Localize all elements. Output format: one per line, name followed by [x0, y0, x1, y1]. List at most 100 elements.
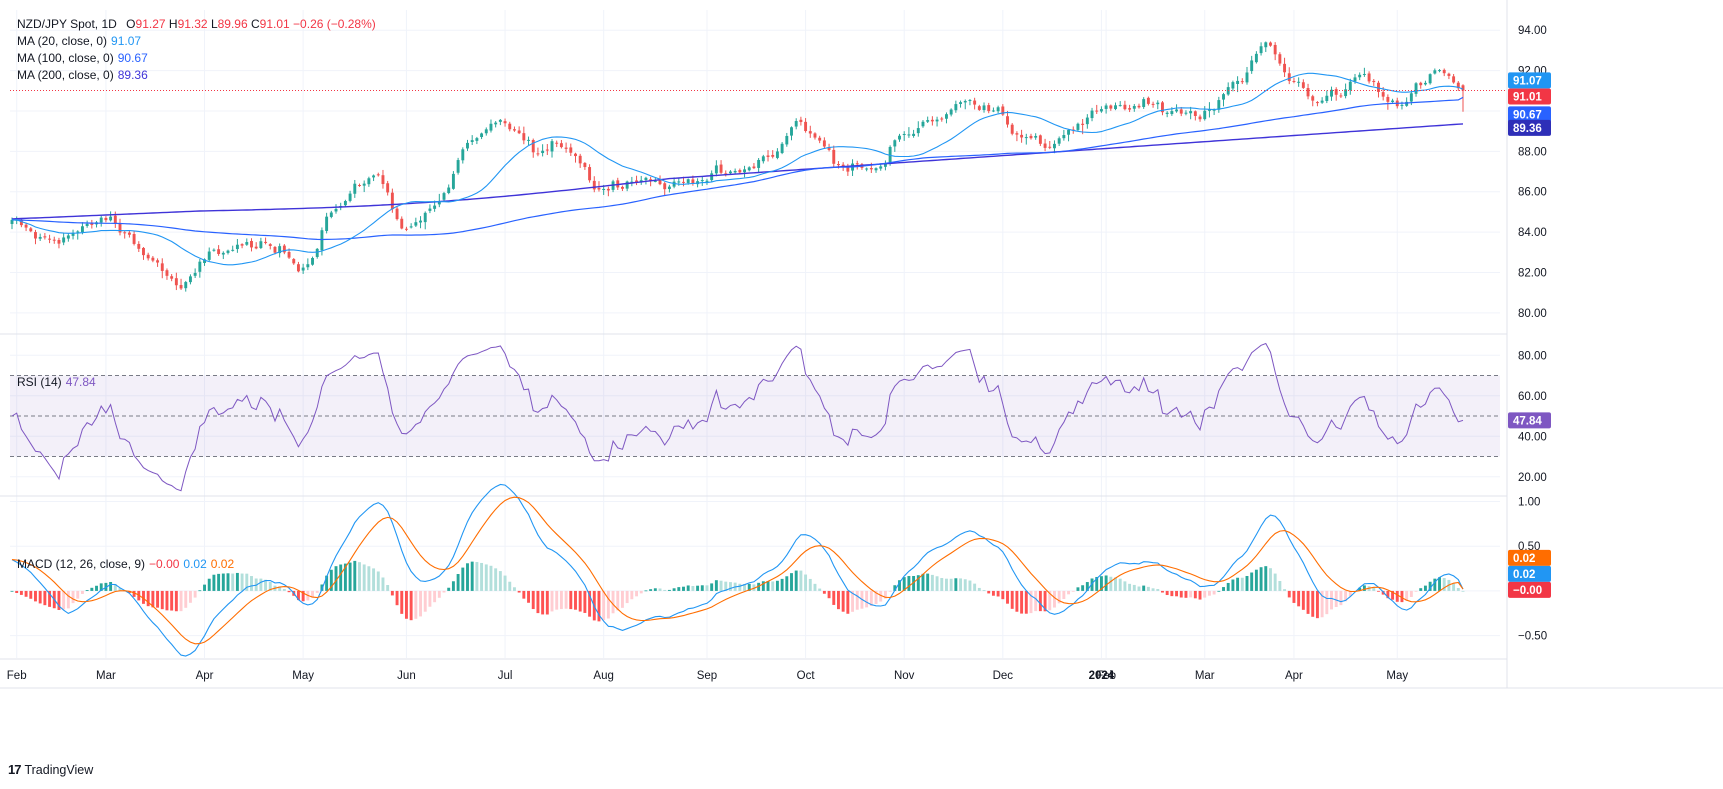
- candle-body[interactable]: [395, 208, 399, 220]
- candle-body[interactable]: [212, 249, 216, 251]
- candle-body[interactable]: [790, 127, 793, 136]
- candle-body[interactable]: [1269, 42, 1272, 46]
- candle-body[interactable]: [1010, 124, 1014, 134]
- candle-body[interactable]: [1179, 109, 1183, 114]
- candle-body[interactable]: [639, 180, 643, 182]
- candle-body[interactable]: [296, 264, 300, 272]
- candle-body[interactable]: [160, 263, 164, 271]
- candle-body[interactable]: [705, 180, 709, 182]
- candle-body[interactable]: [686, 179, 690, 183]
- candle-body[interactable]: [414, 222, 418, 226]
- candle-body[interactable]: [10, 219, 14, 224]
- candle-body[interactable]: [390, 192, 394, 210]
- candle-body[interactable]: [592, 180, 596, 190]
- macd-signal-line[interactable]: [11, 496, 1464, 645]
- candle-body[interactable]: [691, 179, 695, 184]
- candle-body[interactable]: [1081, 123, 1085, 125]
- candle-body[interactable]: [1062, 135, 1066, 139]
- candle-body[interactable]: [1400, 104, 1404, 106]
- candle-body[interactable]: [1217, 100, 1221, 110]
- candle-body[interactable]: [48, 238, 52, 240]
- candle-body[interactable]: [1189, 111, 1193, 114]
- candle-body[interactable]: [1419, 82, 1423, 86]
- candle-body[interactable]: [569, 147, 573, 153]
- candle-body[interactable]: [142, 247, 145, 256]
- candle-body[interactable]: [198, 261, 202, 272]
- candle-body[interactable]: [1344, 89, 1348, 97]
- candle-body[interactable]: [1428, 74, 1432, 84]
- candle-body[interactable]: [1240, 81, 1244, 83]
- candle-body[interactable]: [785, 135, 789, 145]
- candle-body[interactable]: [151, 257, 155, 261]
- candle-body[interactable]: [879, 166, 883, 169]
- candle-body[interactable]: [1057, 138, 1061, 144]
- candle-body[interactable]: [484, 129, 488, 134]
- candle-body[interactable]: [207, 251, 211, 260]
- candle-body[interactable]: [620, 186, 624, 189]
- candle-body[interactable]: [451, 173, 455, 189]
- candle-body[interactable]: [1334, 89, 1338, 95]
- candle-body[interactable]: [1405, 101, 1409, 106]
- candle-body[interactable]: [977, 106, 981, 110]
- candle-body[interactable]: [1433, 70, 1437, 74]
- candle-body[interactable]: [846, 166, 850, 172]
- candle-body[interactable]: [916, 128, 920, 134]
- candle-body[interactable]: [1315, 102, 1319, 104]
- candle-body[interactable]: [508, 123, 512, 130]
- candle-body[interactable]: [109, 216, 113, 221]
- candle-body[interactable]: [29, 228, 33, 232]
- candle-body[interactable]: [945, 114, 948, 119]
- candle-body[interactable]: [667, 186, 671, 190]
- candle-body[interactable]: [583, 162, 587, 168]
- candle-body[interactable]: [780, 143, 784, 154]
- candle-body[interactable]: [184, 282, 188, 289]
- candle-body[interactable]: [517, 130, 521, 134]
- candle-body[interactable]: [259, 241, 263, 248]
- candle-body[interactable]: [1175, 109, 1179, 112]
- candle-body[interactable]: [461, 149, 465, 161]
- candle-body[interactable]: [1301, 82, 1305, 88]
- candle-body[interactable]: [602, 188, 606, 191]
- candle-body[interactable]: [630, 181, 634, 183]
- candle-body[interactable]: [1001, 106, 1005, 115]
- candle-body[interactable]: [311, 257, 314, 265]
- candle-body[interactable]: [245, 242, 249, 245]
- candle-body[interactable]: [818, 137, 822, 141]
- candle-body[interactable]: [682, 181, 685, 183]
- candle-body[interactable]: [1142, 99, 1146, 107]
- ma200-line[interactable]: [11, 123, 1464, 220]
- candle-body[interactable]: [743, 169, 746, 173]
- candle-body[interactable]: [113, 215, 117, 224]
- macd-pane[interactable]: [10, 483, 1465, 657]
- candle-body[interactable]: [1377, 82, 1380, 92]
- candle-body[interactable]: [550, 141, 554, 152]
- candle-body[interactable]: [522, 133, 526, 141]
- candle-body[interactable]: [1283, 63, 1287, 73]
- candle-body[interactable]: [132, 234, 136, 244]
- candle-body[interactable]: [80, 226, 84, 233]
- candle-body[interactable]: [1381, 92, 1385, 97]
- candle-body[interactable]: [127, 232, 131, 235]
- candle-body[interactable]: [104, 217, 108, 221]
- candle-body[interactable]: [343, 201, 347, 206]
- candle-body[interactable]: [822, 140, 826, 147]
- candle-body[interactable]: [57, 239, 61, 244]
- candle-body[interactable]: [804, 121, 808, 132]
- candle-body[interactable]: [273, 246, 277, 253]
- candle-body[interactable]: [226, 250, 230, 253]
- candle-body[interactable]: [376, 174, 380, 176]
- candle-body[interactable]: [724, 173, 728, 175]
- candle-body[interactable]: [1372, 80, 1376, 83]
- candle-body[interactable]: [982, 105, 986, 111]
- candle-body[interactable]: [827, 147, 831, 150]
- ma100-line[interactable]: [12, 96, 1464, 241]
- candle-body[interactable]: [1442, 69, 1446, 74]
- candle-body[interactable]: [1193, 111, 1197, 116]
- candle-body[interactable]: [1198, 116, 1202, 120]
- candle-body[interactable]: [1222, 94, 1225, 100]
- candle-body[interactable]: [66, 235, 70, 239]
- candle-body[interactable]: [1090, 110, 1094, 119]
- candle-body[interactable]: [404, 228, 408, 230]
- candle-body[interactable]: [714, 165, 718, 174]
